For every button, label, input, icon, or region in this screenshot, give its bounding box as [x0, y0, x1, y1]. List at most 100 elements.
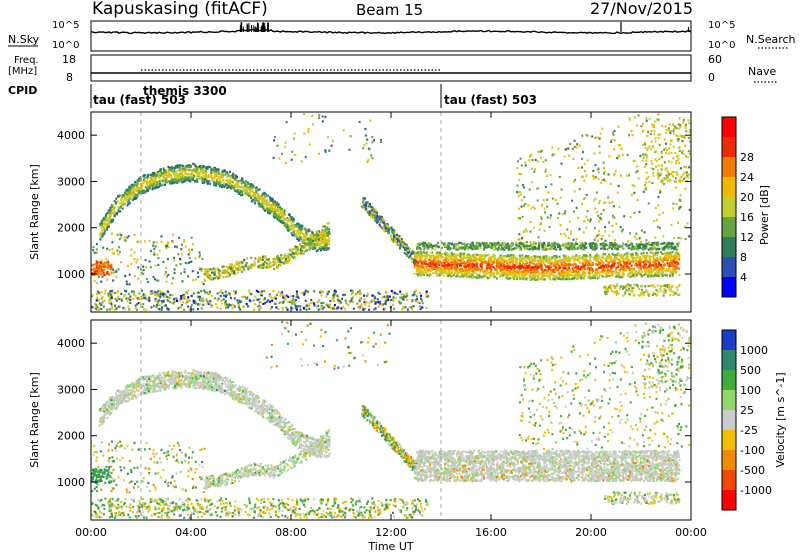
station-title: Kapuskasing (fitACF) — [92, 0, 268, 19]
data-cell — [218, 291, 221, 294]
data-cell — [265, 202, 268, 205]
data-cell — [420, 268, 422, 271]
data-cell — [542, 278, 545, 281]
data-cell — [297, 296, 300, 299]
data-cell — [149, 176, 152, 180]
data-cell — [104, 216, 107, 219]
data-cell — [558, 255, 561, 258]
data-cell — [201, 257, 204, 260]
data-cell — [203, 179, 205, 182]
data-cell — [422, 271, 425, 274]
data-cell — [227, 186, 230, 189]
data-cell — [374, 307, 377, 310]
data-cell — [215, 170, 218, 173]
data-cell — [517, 268, 520, 271]
data-cell — [176, 173, 179, 176]
data-cell — [351, 289, 354, 292]
data-cell — [553, 256, 556, 259]
data-cell — [200, 168, 202, 171]
data-cell — [294, 223, 297, 227]
data-cell — [183, 240, 186, 243]
data-cell — [188, 251, 191, 254]
data-cell — [121, 203, 124, 206]
data-cell — [290, 232, 293, 235]
data-cell — [563, 260, 566, 263]
data-cell — [474, 268, 477, 271]
data-cell — [120, 234, 123, 237]
data-cell — [143, 180, 146, 183]
data-cell — [426, 263, 429, 266]
data-cell — [582, 276, 585, 279]
data-cell — [497, 272, 500, 275]
data-cell — [245, 297, 248, 301]
data-cell — [113, 252, 116, 255]
data-cell — [390, 238, 393, 241]
data-cell — [270, 210, 273, 213]
data-cell — [219, 307, 222, 310]
data-cell — [174, 245, 177, 248]
data-cell — [508, 255, 511, 258]
data-cell — [140, 268, 143, 271]
data-cell — [201, 168, 204, 171]
data-cell — [304, 242, 306, 245]
data-cell — [452, 267, 455, 270]
data-cell — [588, 276, 591, 279]
data-cell — [277, 259, 280, 262]
data-cell — [467, 272, 470, 275]
data-cell — [295, 225, 298, 228]
data-cell — [502, 272, 505, 275]
data-cell — [147, 189, 149, 192]
data-cell — [182, 301, 185, 304]
data-cell — [146, 184, 149, 187]
data-cell — [520, 258, 523, 261]
data-cell — [621, 271, 624, 274]
data-cell — [154, 245, 157, 248]
data-cell — [421, 302, 424, 305]
data-cell — [437, 255, 440, 259]
data-cell — [227, 292, 230, 295]
data-cell — [148, 187, 151, 190]
data-cell — [648, 269, 651, 272]
data-cell — [279, 206, 281, 209]
data-cell — [467, 258, 470, 262]
data-cell — [203, 171, 206, 174]
data-cell — [510, 254, 513, 257]
data-cell — [561, 277, 564, 281]
data-cell — [125, 188, 128, 191]
data-cell — [621, 266, 624, 269]
data-cell — [507, 274, 510, 277]
data-cell — [292, 223, 295, 226]
data-cell — [187, 261, 190, 265]
data-cell — [552, 264, 555, 267]
data-cell — [110, 212, 113, 215]
data-cell — [142, 265, 145, 268]
data-cell — [197, 308, 199, 311]
data-cell — [521, 273, 523, 276]
data-cell — [125, 297, 128, 300]
data-cell — [432, 258, 435, 261]
data-cell — [565, 278, 568, 281]
data-cell — [272, 208, 275, 211]
data-cell — [579, 261, 581, 264]
data-cell — [176, 181, 179, 184]
data-cell — [156, 181, 159, 184]
data-cell — [254, 257, 257, 260]
data-cell — [292, 229, 295, 232]
data-cell — [298, 236, 301, 239]
data-cell — [546, 269, 549, 273]
data-cell — [167, 273, 170, 276]
data-cell — [222, 265, 225, 268]
data-cell — [208, 302, 211, 305]
data-cell — [108, 292, 111, 295]
data-cell — [266, 201, 269, 204]
data-cell — [128, 187, 131, 190]
data-cell — [214, 269, 217, 272]
data-cell — [258, 188, 261, 191]
data-cell — [503, 273, 506, 276]
data-cell — [663, 267, 665, 270]
data-cell — [289, 219, 292, 223]
data-cell — [140, 182, 143, 186]
data-cell — [151, 179, 154, 182]
data-cell — [239, 268, 241, 271]
data-cell — [589, 270, 592, 273]
